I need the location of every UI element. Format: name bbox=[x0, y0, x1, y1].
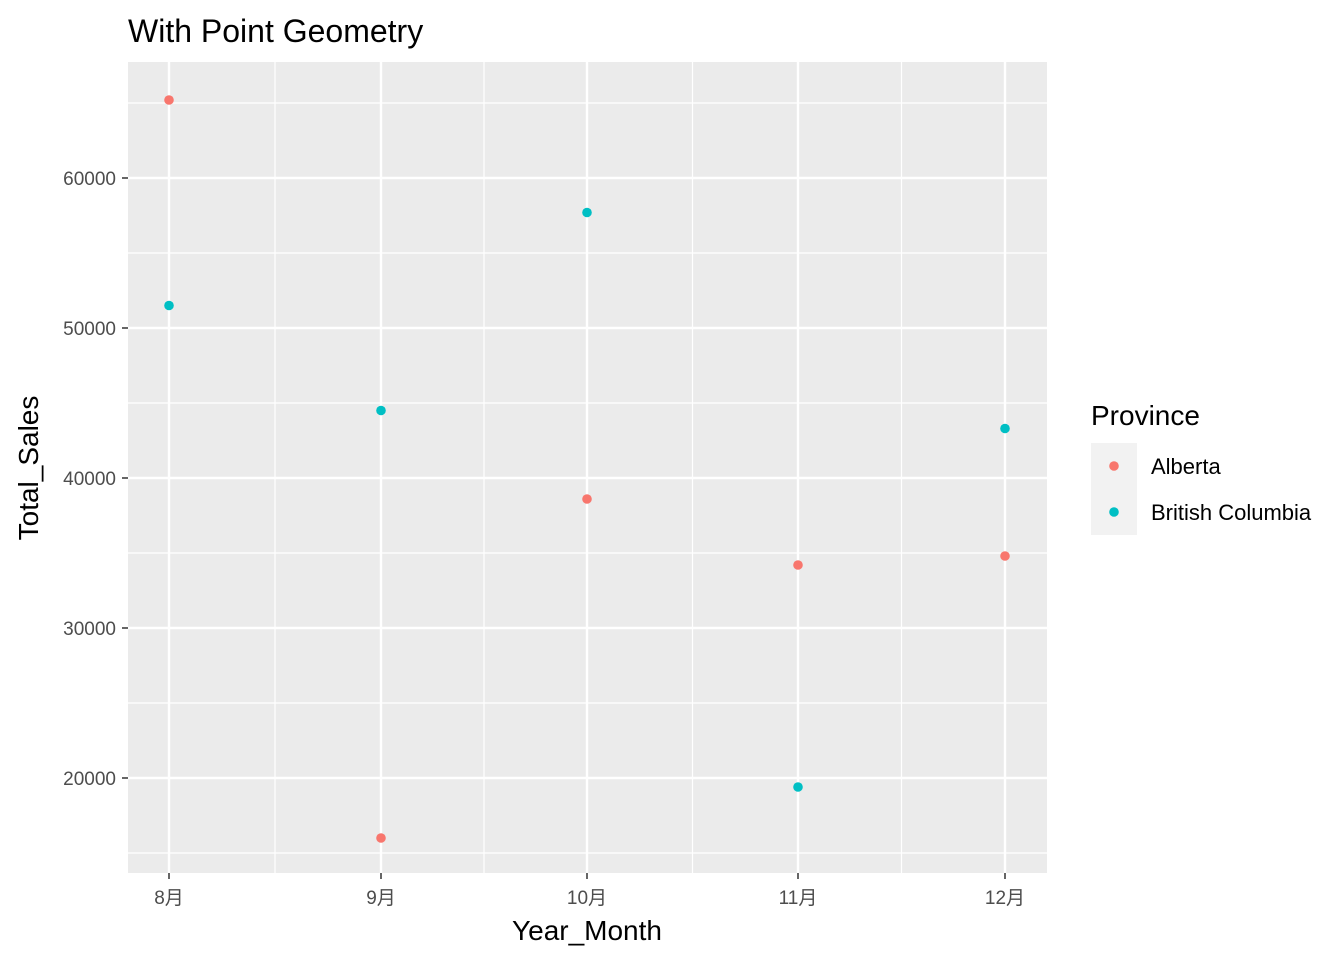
data-point bbox=[376, 405, 386, 416]
legend-label: Alberta bbox=[1151, 454, 1221, 479]
legend-marker bbox=[1109, 461, 1119, 471]
x-tick-label: 9月 bbox=[366, 888, 396, 909]
data-point bbox=[793, 560, 803, 570]
legend-marker bbox=[1109, 507, 1119, 517]
legend-title: Province bbox=[1091, 400, 1200, 431]
data-point bbox=[1000, 551, 1010, 561]
x-tick-label: 10月 bbox=[567, 888, 607, 909]
data-point bbox=[582, 494, 592, 504]
x-axis: 8月 9月 10月 11月 12月 bbox=[154, 873, 1025, 909]
y-tick-label: 50000 bbox=[63, 319, 116, 340]
x-axis-title: Year_Month bbox=[512, 915, 662, 946]
data-point bbox=[376, 833, 386, 843]
major-gridlines bbox=[128, 62, 1047, 873]
data-point bbox=[1000, 423, 1010, 434]
data-point bbox=[164, 300, 174, 311]
x-tick-label: 11月 bbox=[779, 888, 818, 909]
legend: Province Alberta British Columbia bbox=[1091, 400, 1312, 535]
x-tick-label: 8月 bbox=[154, 888, 184, 909]
data-points bbox=[164, 95, 1010, 843]
y-tick-label: 20000 bbox=[63, 769, 116, 790]
y-tick-label: 30000 bbox=[63, 619, 116, 640]
data-point bbox=[164, 95, 174, 105]
chart-title: With Point Geometry bbox=[128, 13, 423, 49]
legend-keys: Alberta British Columbia bbox=[1091, 443, 1312, 535]
data-point bbox=[582, 207, 592, 218]
x-tick-label: 12月 bbox=[985, 888, 1025, 909]
y-tick-label: 60000 bbox=[63, 169, 116, 190]
data-point bbox=[793, 782, 803, 792]
y-axis-title: Total_Sales bbox=[13, 396, 44, 541]
y-tick-label: 40000 bbox=[63, 469, 116, 490]
y-axis: 20000 30000 40000 50000 60000 bbox=[63, 169, 128, 790]
legend-label: British Columbia bbox=[1151, 500, 1312, 525]
